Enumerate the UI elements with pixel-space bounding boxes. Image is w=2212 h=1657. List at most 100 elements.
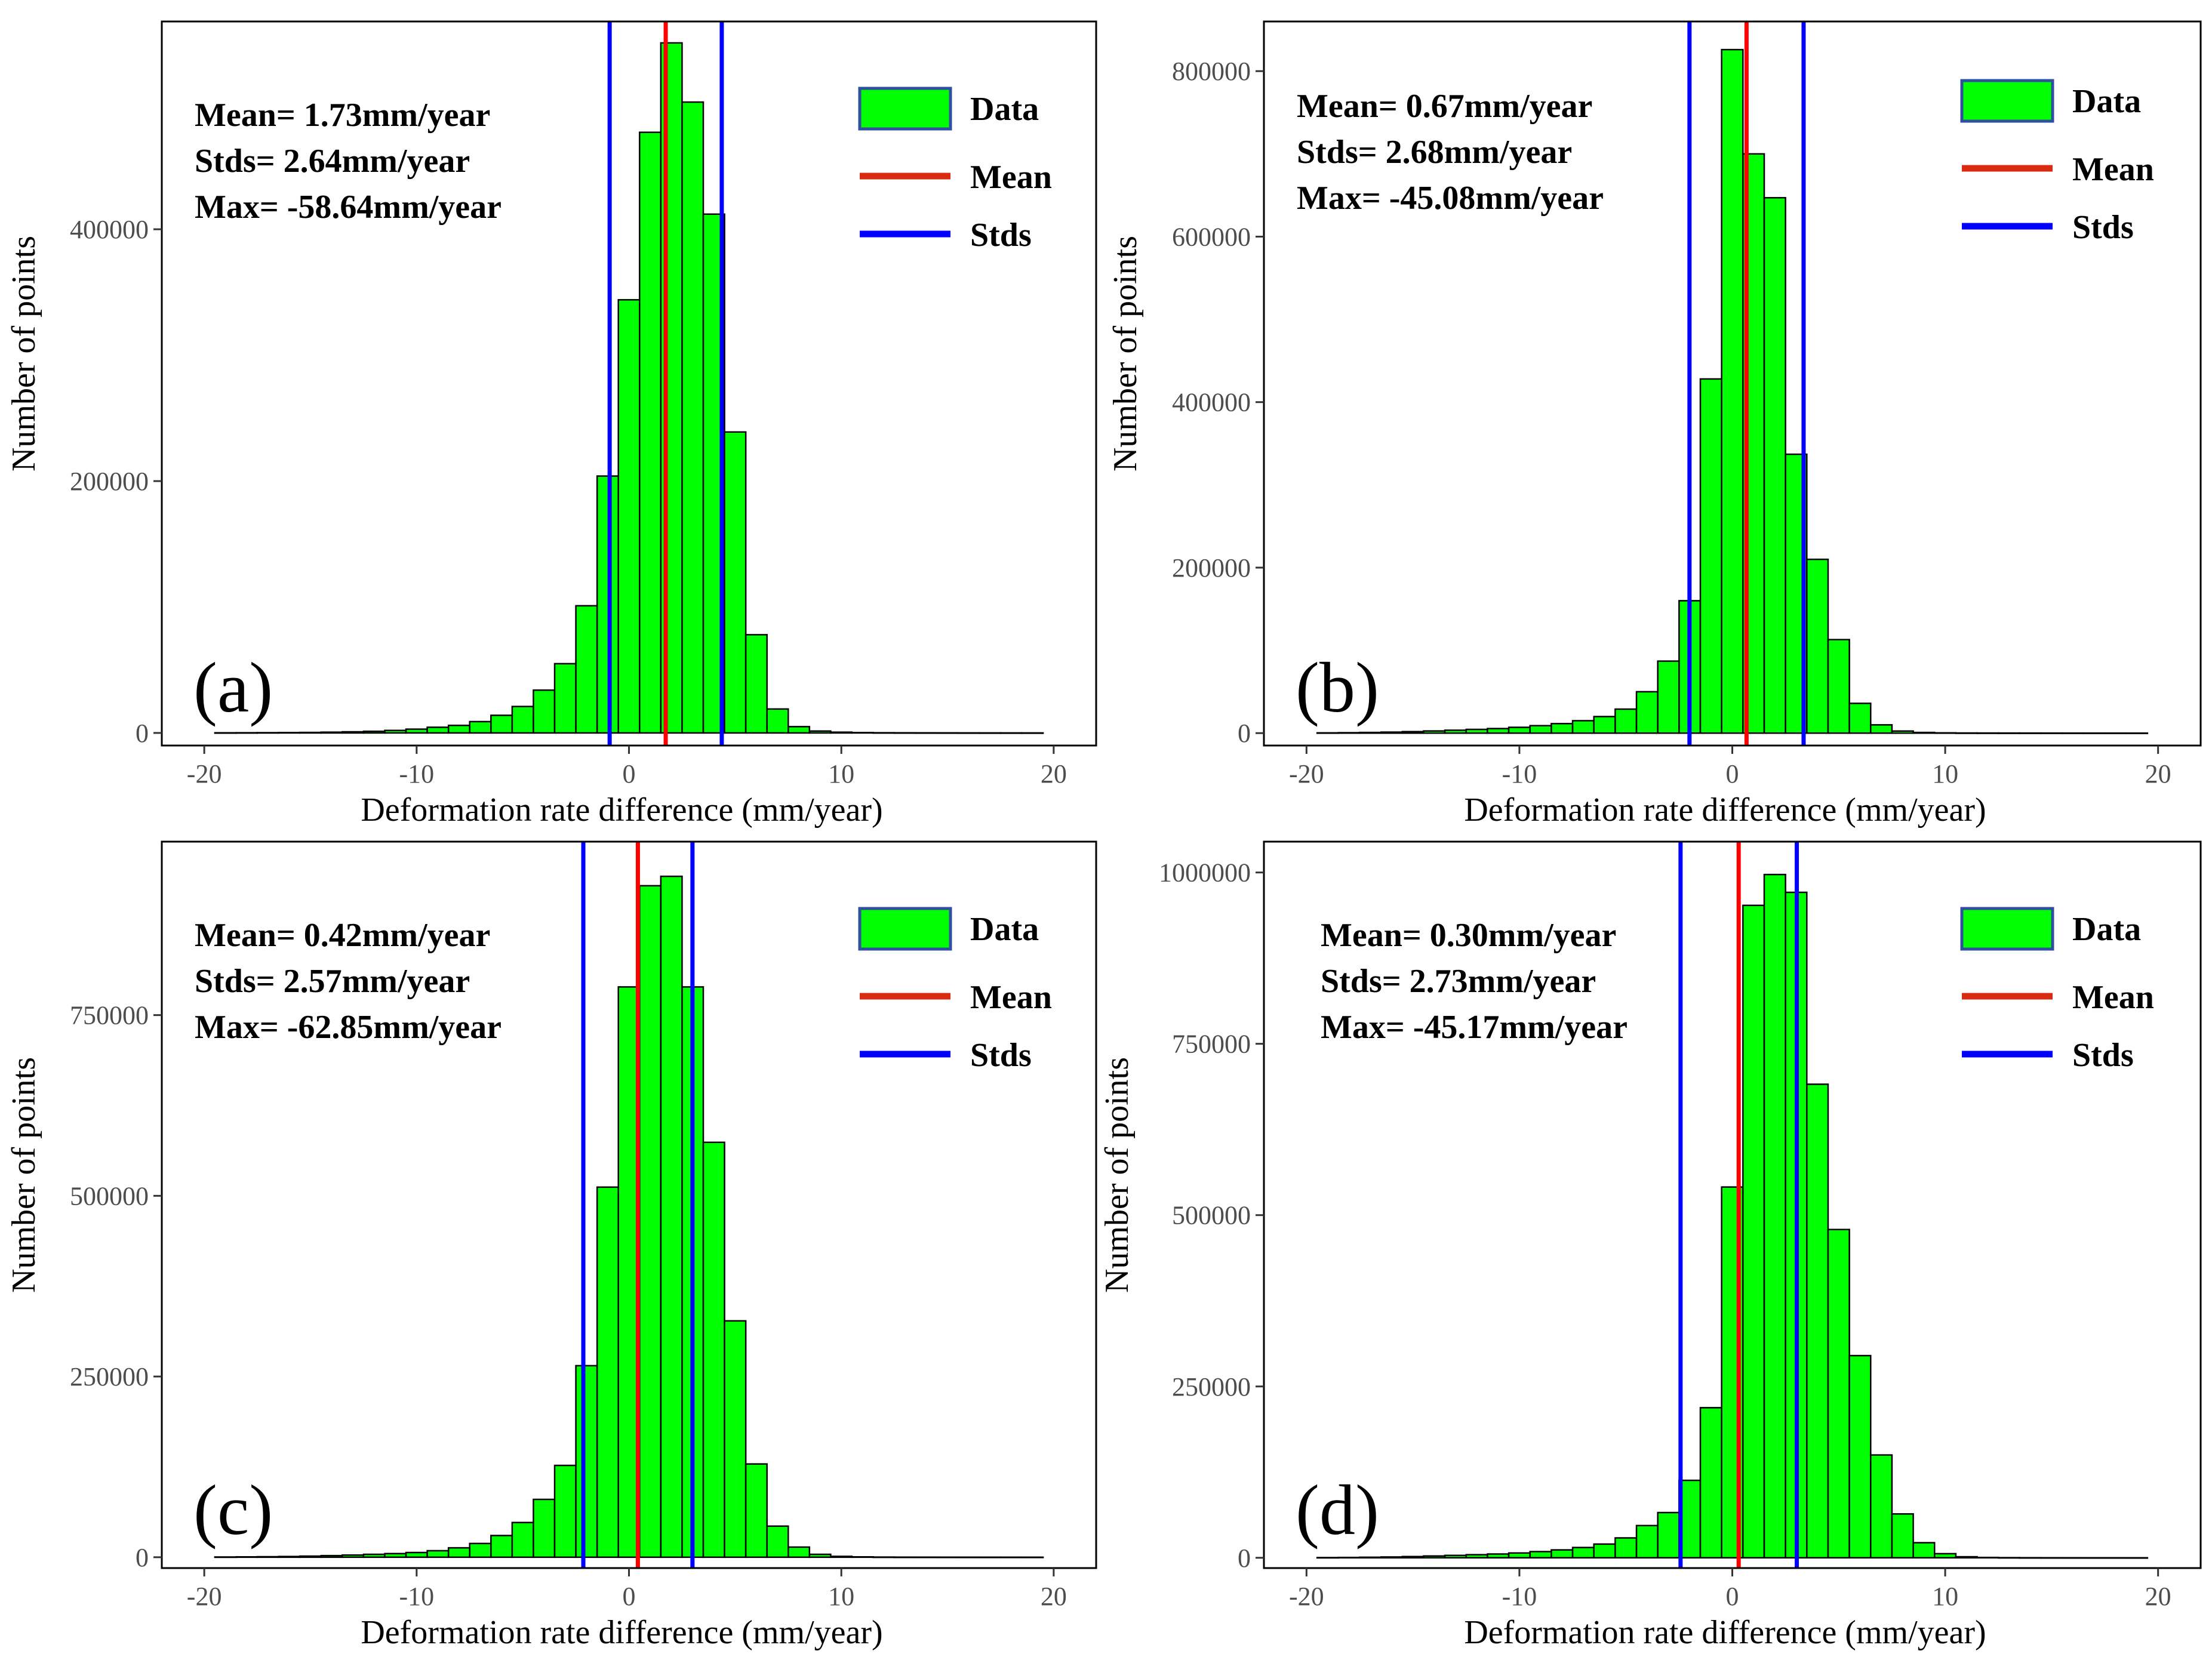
legend-label-data: Data: [970, 91, 1039, 128]
x-tick-label: -20: [1289, 1582, 1324, 1611]
stats-line: Mean= 1.73mm/year: [195, 97, 490, 134]
histogram-bar: [766, 708, 789, 734]
histogram-bar: [1359, 731, 1382, 734]
histogram-bar: [617, 298, 641, 734]
histogram-bar: [1827, 639, 1850, 734]
histogram-bar: [2104, 1557, 2127, 1559]
stats-line: Max= -62.85mm/year: [195, 1009, 502, 1046]
histogram-bar: [1955, 1556, 1978, 1559]
legend-label-data: Data: [970, 911, 1039, 948]
histogram-bar: [999, 1556, 1023, 1559]
histogram-bar: [999, 732, 1023, 734]
histogram-bar: [575, 1365, 598, 1559]
stats-line: Max= -45.17mm/year: [1321, 1009, 1628, 1046]
legend: Data Mean Stds: [1960, 907, 2154, 1074]
histogram-bar: [511, 1522, 534, 1559]
y-tick-label: 0: [1238, 1544, 1251, 1573]
histogram-bar: [447, 724, 470, 734]
legend-label-mean: Mean: [970, 159, 1052, 196]
histogram-bar: [214, 732, 237, 734]
histogram-bar: [1997, 1557, 2021, 1559]
histogram-bar: [830, 1556, 853, 1559]
histogram-bar: [1337, 732, 1361, 734]
histogram-bar: [2019, 1557, 2042, 1559]
legend-label-stds: Stds: [970, 1037, 1032, 1074]
x-tick-label: -20: [187, 1582, 222, 1611]
histogram-bar: [1635, 691, 1659, 734]
histogram-bar: [405, 1551, 428, 1559]
histogram-bar: [575, 605, 598, 734]
histogram-bar: [787, 726, 811, 734]
histogram-bar: [256, 732, 279, 734]
histogram-bar: [320, 731, 343, 734]
histogram-bar: [1316, 1557, 1340, 1559]
histogram-bar: [1465, 1554, 1488, 1559]
panel-b: -20 -10 0 10 20 0 200000 400000 600000 800000 Defo…: [1107, 20, 2202, 828]
histogram-bar: [830, 731, 853, 734]
histogram-bar: [1380, 731, 1404, 734]
x-axis-title: Deformation rate difference (mm/year): [361, 1614, 882, 1651]
histogram-bar: [1401, 1556, 1425, 1559]
histogram-bar: [1976, 732, 1999, 734]
legend-label-mean: Mean: [2072, 979, 2154, 1016]
histogram-bar: [639, 885, 662, 1559]
histogram-bar: [1614, 708, 1638, 734]
histogram-bar: [1891, 1513, 1914, 1559]
y-tick-label: 800000: [1172, 57, 1251, 86]
legend-label-mean: Mean: [970, 979, 1052, 1016]
legend: Data Mean Stds: [858, 907, 1052, 1074]
x-tick-label: -10: [1502, 759, 1537, 789]
histogram-bar: [1763, 873, 1786, 1559]
histogram-bar: [2104, 732, 2127, 734]
histogram-bar: [1848, 703, 1872, 734]
legend: Data Mean Stds: [858, 87, 1052, 254]
histogram-bar: [1699, 378, 1722, 734]
histogram-bar: [299, 1555, 322, 1559]
histogram-bar: [1401, 731, 1425, 734]
x-tick-label: 0: [623, 759, 636, 789]
histogram-bar: [1529, 1551, 1552, 1559]
histogram-bar: [787, 1546, 811, 1559]
histogram-bar: [1508, 726, 1531, 734]
histogram-bar: [299, 731, 322, 734]
legend-label-mean: Mean: [2072, 151, 2154, 188]
histogram-bar: [362, 1553, 386, 1559]
histogram-bar: [1571, 1547, 1595, 1559]
histogram-bar: [1550, 723, 1574, 734]
histogram-bar: [235, 732, 259, 734]
y-tick-label: 400000: [1172, 388, 1251, 417]
histogram-bar: [957, 1556, 980, 1559]
x-tick-label: 0: [623, 1582, 636, 1611]
x-axis-title: Deformation rate difference (mm/year): [1464, 791, 1986, 828]
x-tick-label: 10: [828, 759, 854, 789]
histogram-bar: [744, 634, 768, 734]
stats-line: Mean= 0.30mm/year: [1321, 917, 1616, 954]
histogram-bar: [511, 706, 534, 734]
histogram-bar: [979, 1556, 1002, 1559]
histogram-bar: [469, 1542, 492, 1559]
histogram-bar: [1827, 1228, 1850, 1559]
histogram-bar: [1423, 1555, 1446, 1559]
histogram-bar: [1593, 1543, 1616, 1559]
x-tick-label: 0: [1726, 759, 1739, 789]
histogram-bar: [1742, 904, 1765, 1559]
legend-swatch-data: [1960, 907, 2054, 951]
histogram-bar: [384, 729, 407, 734]
histogram-bar: [1976, 1556, 1999, 1559]
histogram-bar: [469, 720, 492, 734]
legend-swatch-data: [858, 87, 952, 131]
y-tick-label: 750000: [70, 1001, 149, 1030]
x-tick-label: -10: [1502, 1582, 1537, 1611]
histogram-bar: [979, 732, 1002, 734]
histogram-bar: [1806, 1083, 1829, 1559]
x-tick-label: 10: [1932, 759, 1958, 789]
histogram-bar: [1550, 1549, 1574, 1559]
histogram-bar: [1444, 1554, 1468, 1559]
histogram-bar: [1721, 48, 1744, 734]
histogram-bar: [2082, 1557, 2106, 1559]
legend-label-data: Data: [2072, 911, 2141, 948]
y-tick-label: 0: [1238, 719, 1251, 748]
histogram-bar: [2019, 732, 2042, 734]
histogram-bar: [1955, 732, 1978, 734]
